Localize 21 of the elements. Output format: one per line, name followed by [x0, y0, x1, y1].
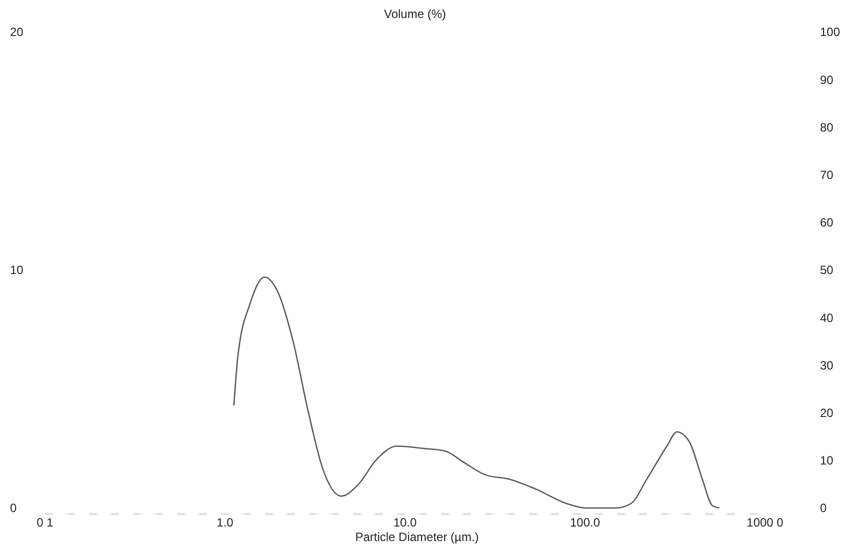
y2-tick-label: 60: [820, 216, 834, 230]
x-tick-label: 100.0: [570, 516, 600, 530]
y2-tick-label: 10: [820, 454, 834, 468]
y-tick-label: 0: [10, 500, 17, 515]
x-tick-label: 1000 0: [746, 516, 784, 530]
y2-tick-label: 100: [820, 25, 840, 40]
y-tick-label: 10: [10, 262, 24, 277]
y2-tick-label: 50: [820, 263, 834, 278]
y2-tick-label: 40: [820, 310, 834, 325]
y-axis-title: Volume (%): [384, 7, 446, 21]
y-tick-label: 20: [10, 24, 24, 39]
y2-tick-label: 70: [820, 168, 834, 182]
y2-tick-label: 20: [820, 406, 834, 420]
x-tick-label: 1.0: [216, 516, 234, 530]
y2-tick-label: 80: [820, 120, 834, 134]
y2-tick-label: 90: [820, 72, 834, 87]
x-axis-title: Particle Diameter (µm.): [355, 530, 479, 544]
x-tick-label: 0 1: [36, 516, 54, 530]
y2-tick-label: 30: [820, 358, 834, 372]
x-tick-label: 10.0: [393, 516, 417, 530]
y2-tick-label: 0: [820, 501, 827, 516]
